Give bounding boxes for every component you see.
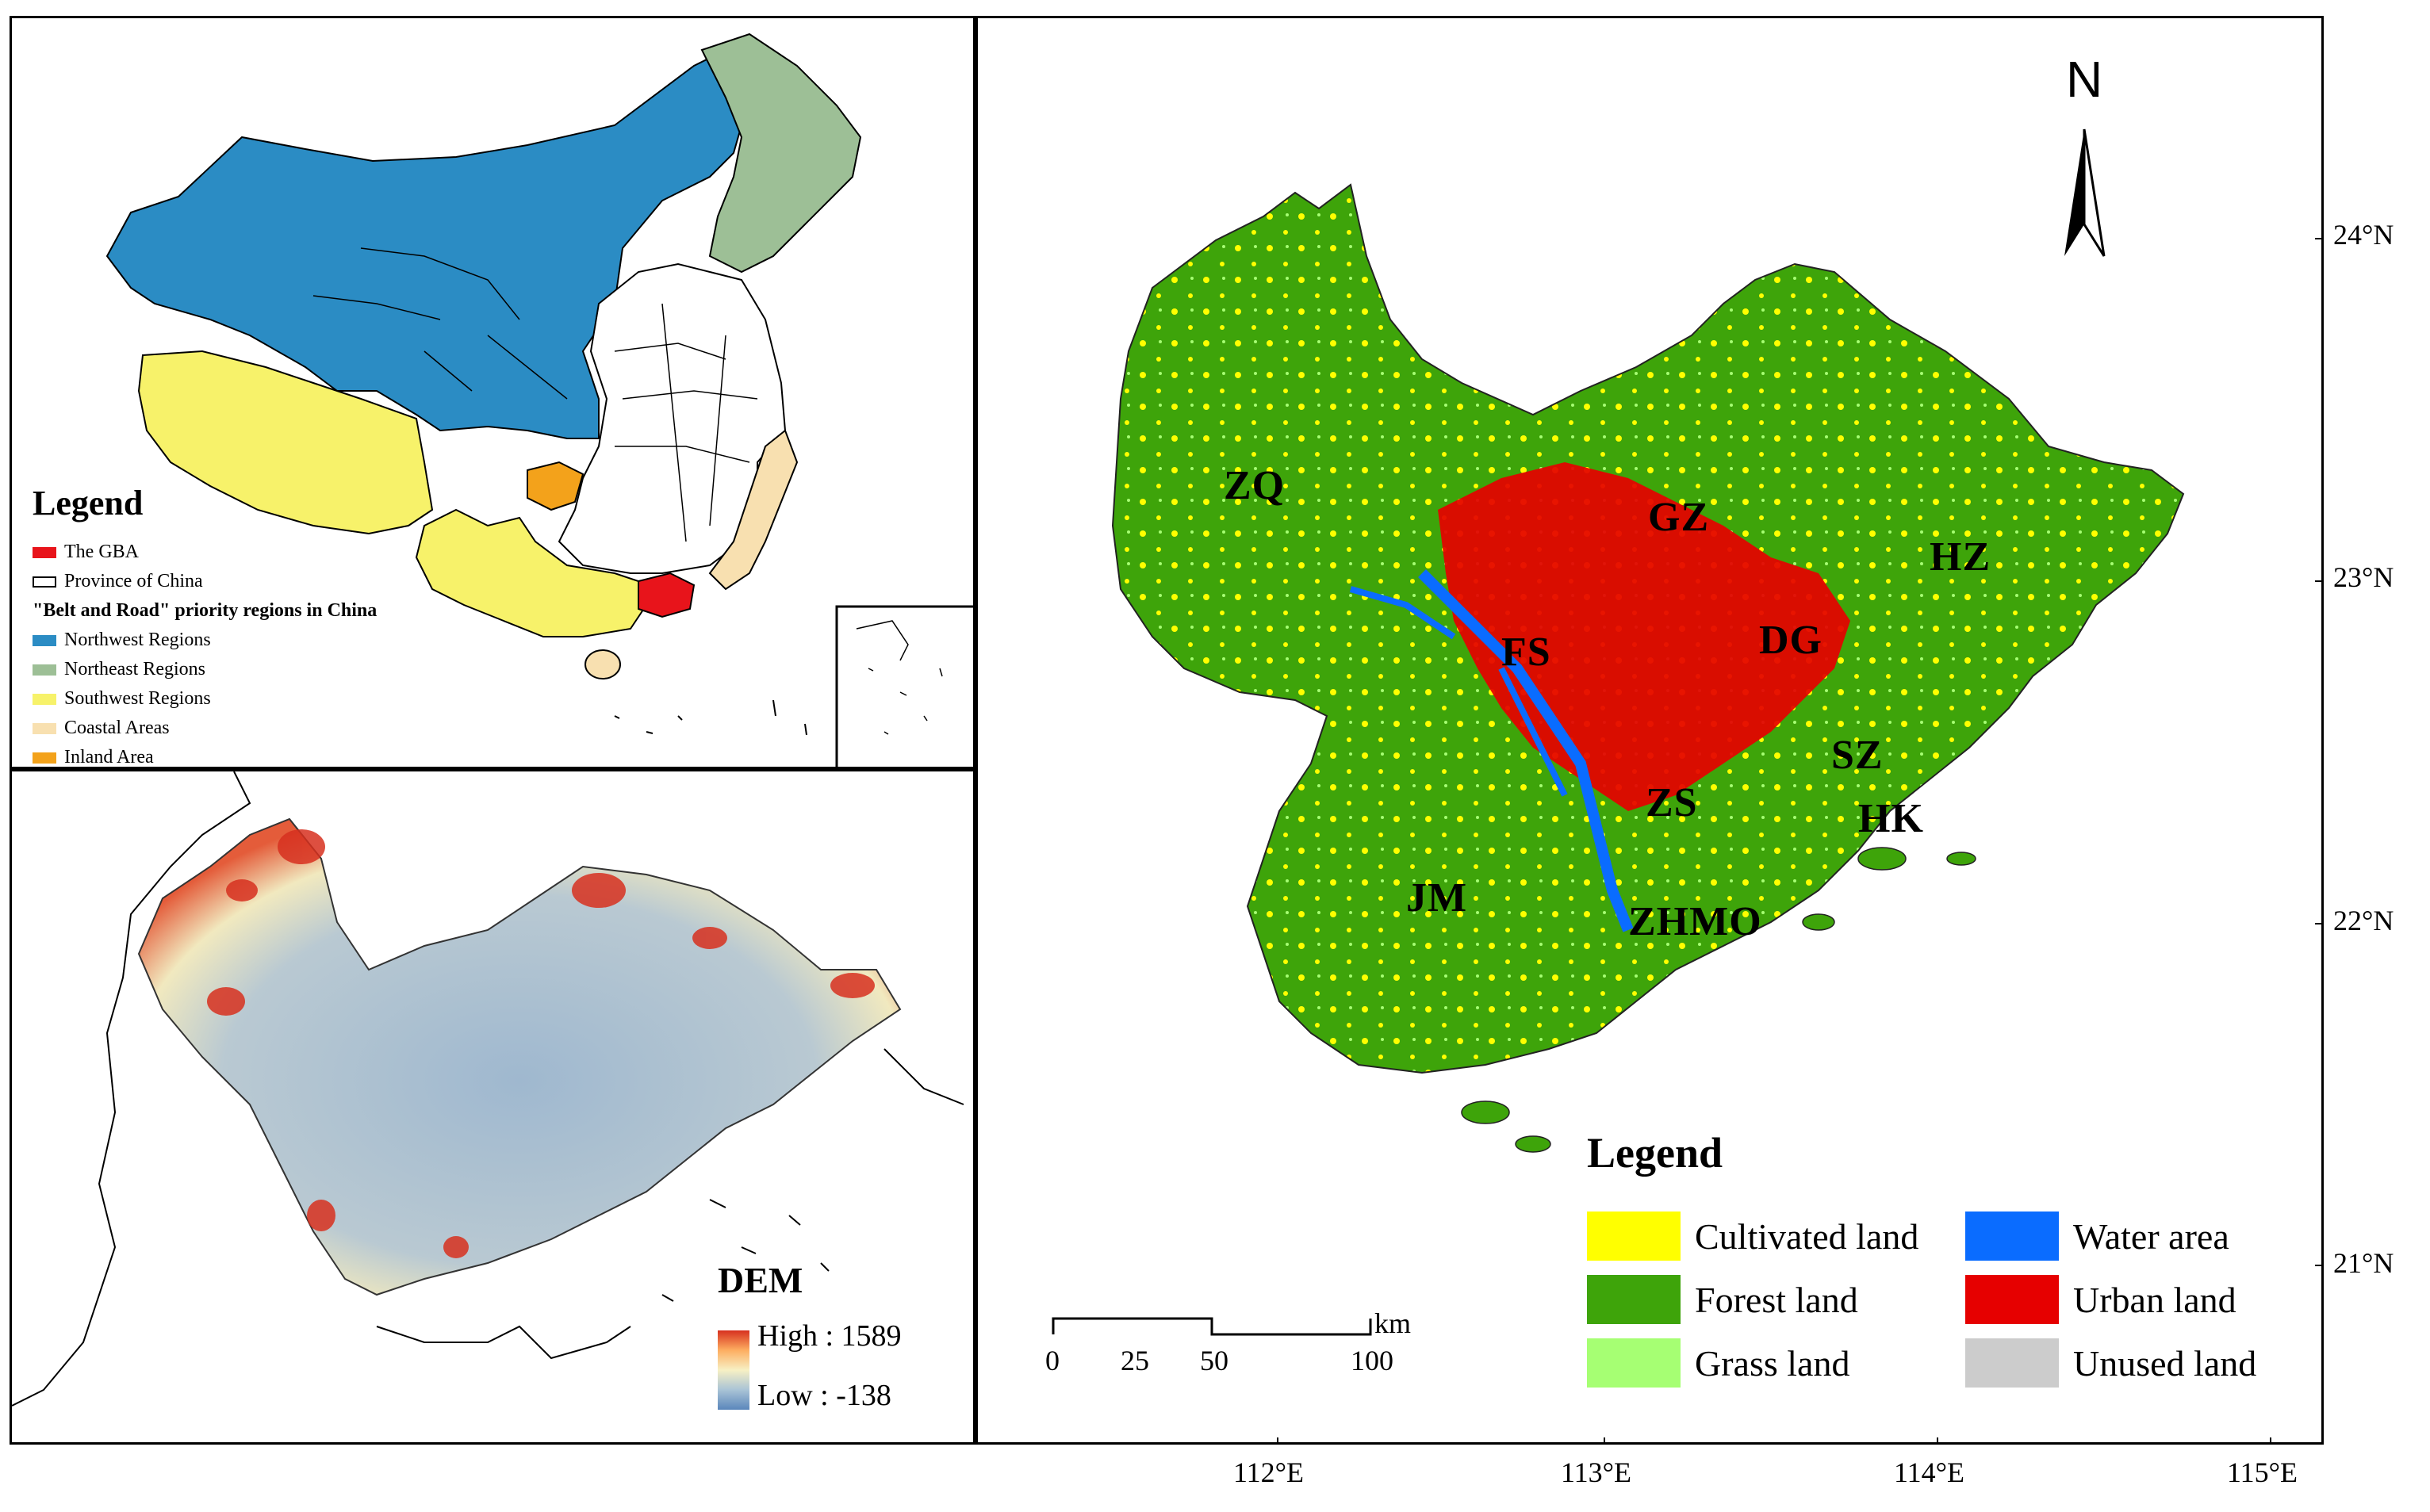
landuse-legend-item: Grass land (1587, 1338, 1849, 1388)
dem-ramp (718, 1330, 749, 1410)
scale-unit: km (1374, 1307, 1412, 1339)
urban-core (1438, 462, 1850, 811)
china-legend-item: Coastal Areas (33, 718, 170, 739)
north-label: N (2066, 51, 2103, 108)
legend-swatch (1587, 1275, 1681, 1324)
region-inland (527, 461, 585, 511)
legend-label: Unused land (2073, 1342, 2257, 1384)
legend-swatch (1965, 1212, 2059, 1261)
longitude-label: 114°E (1894, 1456, 1965, 1488)
china-map (105, 33, 973, 767)
landuse-legend-item: Urban land (1965, 1275, 2236, 1324)
legend-label: Southwest Regions (64, 688, 211, 709)
legend-label: Province of China (64, 571, 203, 591)
landuse-legend-item: Forest land (1587, 1275, 1858, 1324)
dem-low-label: Low : -138 (757, 1379, 891, 1412)
city-label-dg: DG (1759, 618, 1822, 663)
legend-swatch (33, 576, 56, 588)
scale-bar (1052, 1317, 1372, 1336)
landuse-map (1052, 128, 2321, 1442)
landuse-legend-title: Legend (1587, 1129, 1723, 1177)
dem-map (12, 771, 964, 1410)
longitude-label: 112°E (1233, 1456, 1305, 1488)
legend-swatch (33, 752, 56, 764)
scale-tick-label: 0 (1045, 1345, 1060, 1376)
legend-label: Urban land (2073, 1279, 2236, 1320)
china-legend-title: Legend (33, 484, 144, 523)
latitude-label: 21°N (2333, 1247, 2394, 1279)
legend-label: Water area (2073, 1215, 2229, 1257)
legend-label: Cultivated land (1695, 1215, 1919, 1257)
legend-label: Northeast Regions (64, 659, 205, 679)
south-china-sea-inset (835, 605, 973, 767)
dem-title: DEM (718, 1260, 803, 1300)
city-label-hk: HK (1858, 796, 1924, 841)
landuse-legend-item: Water area (1965, 1212, 2229, 1261)
city-label-sz: SZ (1831, 733, 1884, 778)
city-label-jm: JM (1406, 875, 1468, 921)
latitude-label: 22°N (2333, 905, 2394, 936)
legend-swatch (1587, 1338, 1681, 1388)
legend-label: Northwest Regions (64, 630, 211, 650)
legend-swatch (33, 664, 56, 676)
city-label-zhmo: ZHMO (1628, 899, 1762, 944)
city-label-fs: FS (1501, 630, 1551, 675)
china-legend-item: Southwest Regions (33, 688, 211, 710)
scale-tick-label: 100 (1351, 1345, 1393, 1376)
legend-swatch (33, 546, 56, 558)
legend-label: Grass land (1695, 1342, 1850, 1384)
region-tibet (137, 350, 434, 535)
scale-tick-label: 50 (1200, 1345, 1228, 1376)
longitude-label: 115°E (2227, 1456, 2298, 1488)
china-legend-item: Inland Area (33, 747, 154, 767)
latitude-label: 23°N (2333, 561, 2394, 593)
legend-label: "Belt and Road" priority regions in Chin… (33, 600, 378, 621)
landuse-panel: N ZQ GZ HZ FS DG SZ ZS HK JM ZHMO Legend Cultivat… (975, 16, 2324, 1445)
legend-swatch (33, 693, 56, 705)
landuse-legend-item: Cultivated land (1587, 1212, 1918, 1261)
city-label-zq: ZQ (1224, 463, 1286, 508)
legend-swatch (1965, 1275, 2059, 1324)
region-hainan (585, 649, 621, 679)
city-label-hz: HZ (1930, 534, 1991, 580)
north-arrow-icon (2064, 129, 2084, 256)
legend-label: Coastal Areas (64, 718, 170, 738)
region-gba (638, 572, 696, 618)
china-legend-item: Northwest Regions (33, 630, 211, 651)
china-legend-item: The GBA (33, 542, 139, 563)
dem-panel: DEM High : 1589 Low : -138 (10, 769, 975, 1445)
legend-label: The GBA (64, 542, 139, 562)
china-legend-item: Province of China (33, 571, 203, 592)
region-northeast (700, 33, 862, 274)
region-coastal (708, 429, 799, 591)
china-overview-panel: Legend The GBA Province of China "Belt and… (10, 16, 975, 769)
china-legend-item: "Belt and Road" priority regions in Chin… (33, 600, 377, 622)
china-legend-item: Northeast Regions (33, 659, 205, 680)
legend-swatch (1587, 1212, 1681, 1261)
legend-label: Forest land (1695, 1279, 1858, 1320)
city-label-gz: GZ (1648, 495, 1710, 540)
dem-high-label: High : 1589 (757, 1319, 902, 1353)
longitude-label: 113°E (1561, 1456, 1632, 1488)
legend-swatch (33, 722, 56, 734)
legend-swatch (33, 634, 56, 646)
legend-label: Inland Area (64, 747, 154, 767)
landuse-legend-item: Unused land (1965, 1338, 2256, 1388)
legend-swatch (1965, 1338, 2059, 1388)
scale-tick-label: 25 (1121, 1345, 1149, 1376)
latitude-label: 24°N (2333, 219, 2394, 251)
city-label-zs: ZS (1646, 780, 1698, 825)
